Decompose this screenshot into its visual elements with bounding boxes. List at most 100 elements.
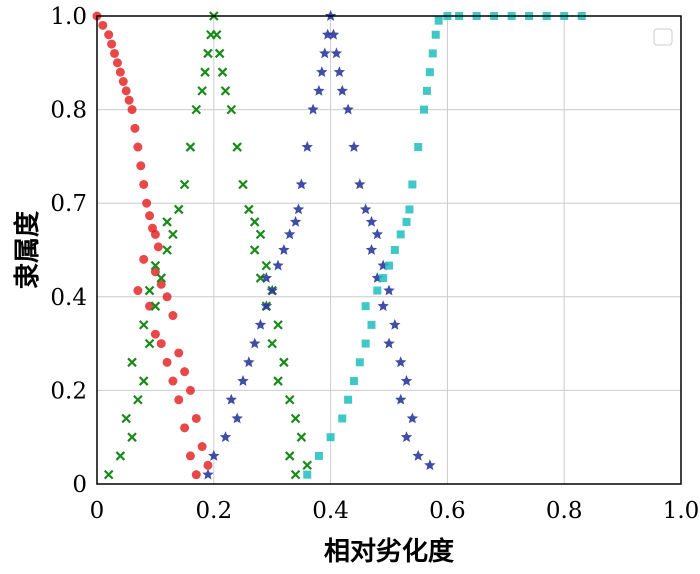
data-point-series-1	[162, 292, 172, 302]
data-point-series-3	[266, 284, 278, 296]
data-point-series-4	[428, 49, 437, 58]
data-point-series-1	[203, 460, 213, 470]
plot-frame	[96, 15, 682, 485]
data-point-series-2	[284, 394, 295, 405]
data-point-series-3	[316, 66, 328, 77]
data-point-series-2	[290, 469, 301, 480]
data-point-series-4	[344, 395, 353, 404]
data-point-series-3	[412, 449, 424, 461]
data-point-series-1	[168, 311, 178, 321]
data-point-series-3	[243, 356, 255, 368]
data-point-series-1	[156, 339, 166, 349]
data-point-series-3	[383, 337, 395, 349]
data-point-series-4	[405, 205, 414, 214]
data-point-series-2	[162, 217, 172, 227]
legend-box	[653, 28, 673, 46]
data-point-series-2	[214, 48, 225, 59]
data-point-series-4	[373, 286, 382, 295]
data-point-series-4	[326, 433, 335, 442]
data-point-series-1	[136, 161, 146, 171]
data-point-series-3	[377, 259, 389, 271]
data-point-series-2	[115, 451, 126, 461]
data-point-series-1	[133, 286, 143, 296]
data-point-series-1	[197, 442, 207, 452]
data-point-series-1	[110, 48, 120, 58]
data-point-series-2	[150, 260, 161, 271]
data-point-series-2	[127, 432, 137, 442]
data-point-series-2	[162, 245, 172, 255]
data-point-series-3	[406, 412, 419, 424]
data-point-series-4	[385, 261, 393, 270]
data-point-series-2	[290, 413, 301, 424]
x-tick-label: 0.8	[546, 498, 583, 524]
data-point-series-3	[400, 431, 413, 443]
data-point-series-3	[365, 244, 378, 255]
data-point-series-2	[273, 376, 283, 386]
data-point-series-2	[138, 320, 149, 330]
data-point-series-2	[191, 104, 202, 115]
data-point-series-3	[383, 284, 395, 296]
data-point-series-2	[249, 245, 260, 255]
data-point-series-2	[138, 376, 149, 386]
data-point-series-4	[434, 16, 443, 25]
data-point-series-2	[296, 432, 307, 442]
data-point-series-1	[127, 105, 137, 115]
x-tick-label: 0.4	[312, 498, 349, 524]
data-point-series-2	[249, 217, 260, 227]
axis-ticks: 0 0.2 0.4 0.6 0.8 1.0 0 0.2 0.4 0.7 0.8 1.0	[50, 4, 699, 524]
data-point-series-1	[191, 470, 201, 480]
data-point-series-1	[133, 142, 143, 152]
data-point-series-3	[348, 141, 360, 152]
x-tick-label: 1.0	[663, 498, 700, 524]
data-point-series-1	[121, 86, 131, 96]
data-point-series-3	[354, 178, 366, 190]
data-point-series-3	[208, 449, 220, 461]
data-point-series-3	[395, 393, 407, 405]
data-point-series-2	[127, 357, 137, 368]
data-point-series-1	[145, 211, 155, 221]
grid-lines	[97, 16, 681, 484]
data-point-series-3	[365, 215, 378, 227]
data-point-series-3	[225, 393, 237, 405]
data-point-series-2	[255, 273, 266, 283]
data-point-series-2	[121, 413, 131, 424]
data-point-series-4	[314, 451, 323, 460]
y-axis-label: 隶属度	[12, 211, 43, 289]
data-point-series-1	[98, 20, 108, 30]
data-point-series-1	[191, 413, 201, 423]
data-point-series-3	[202, 468, 214, 480]
x-tick-label: 0.6	[429, 498, 466, 524]
data-point-series-1	[150, 229, 160, 239]
data-point-series-1	[139, 179, 149, 189]
data-point-series-3	[260, 272, 273, 283]
data-point-series-3	[424, 459, 436, 471]
data-point-series-2	[150, 301, 161, 311]
data-point-series-1	[150, 329, 160, 339]
data-point-series-3	[254, 318, 267, 330]
data-point-series-3	[278, 244, 290, 255]
data-point-series-3	[237, 375, 249, 386]
data-point-series-1	[174, 395, 184, 405]
data-point-series-4	[361, 302, 370, 311]
x-tick-label: 0.2	[196, 498, 233, 524]
data-point-series-1	[174, 348, 184, 358]
data-point-series-4	[425, 68, 434, 77]
data-point-series-2	[144, 285, 155, 296]
data-point-series-1	[124, 95, 134, 105]
data-point-series-4	[349, 377, 358, 386]
data-point-series-3	[330, 47, 343, 59]
data-point-series-1	[162, 357, 172, 367]
x-axis-label: 相对劣化度	[324, 536, 454, 567]
data-point-series-2	[173, 204, 184, 215]
data-point-series-1	[130, 123, 140, 133]
data-point-series-3	[231, 412, 243, 424]
data-point-series-2	[244, 204, 254, 215]
y-tick-label: 0.4	[50, 285, 87, 311]
data-point-series-1	[185, 385, 195, 395]
data-point-series-3	[284, 228, 296, 240]
y-tick-label: 0.8	[50, 98, 87, 124]
data-point-series-2	[279, 357, 289, 368]
data-point-series-1	[180, 423, 190, 433]
data-point-series-2	[156, 273, 167, 283]
